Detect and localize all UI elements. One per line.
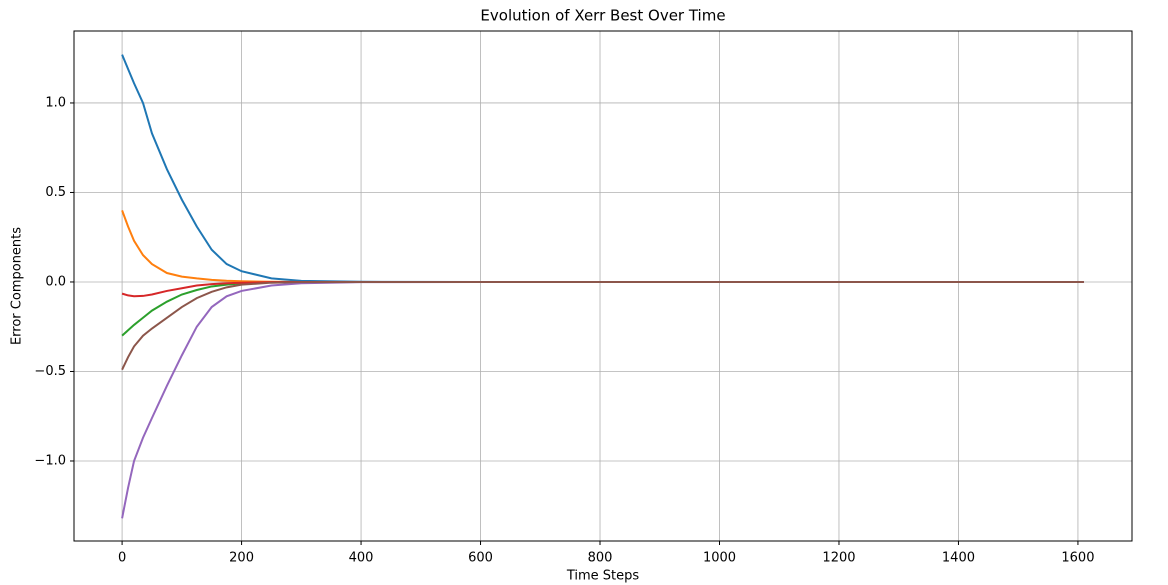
series-line [121, 54, 1084, 283]
x-tick-label: 600 [468, 551, 493, 566]
x-axis-label: Time Steps [566, 569, 640, 584]
x-tick-label: 1000 [703, 551, 736, 566]
plot-frame [73, 30, 1133, 542]
y-tick-label: 0.0 [45, 274, 66, 289]
x-tick-label: 800 [588, 551, 613, 566]
x-tick-label: 200 [229, 551, 254, 566]
y-tick-label: 1.0 [45, 95, 66, 110]
y-tick-label: −1.0 [34, 453, 66, 468]
chart-title: Evolution of Xerr Best Over Time [480, 7, 725, 25]
y-tick-label: 0.5 [45, 185, 66, 200]
series-line [121, 280, 1084, 337]
x-tick-label: 0 [118, 551, 126, 566]
x-tick-label: 1200 [822, 551, 855, 566]
y-axis-label: Error Components [10, 227, 25, 345]
series-line [121, 280, 1084, 298]
x-tick-label: 1400 [942, 551, 975, 566]
x-tick-label: 400 [349, 551, 374, 566]
y-tick-label: −0.5 [34, 364, 66, 379]
series-line [121, 280, 1084, 371]
x-tick-label: 1600 [1061, 551, 1094, 566]
series-line [121, 280, 1084, 519]
series-line [121, 210, 1084, 283]
